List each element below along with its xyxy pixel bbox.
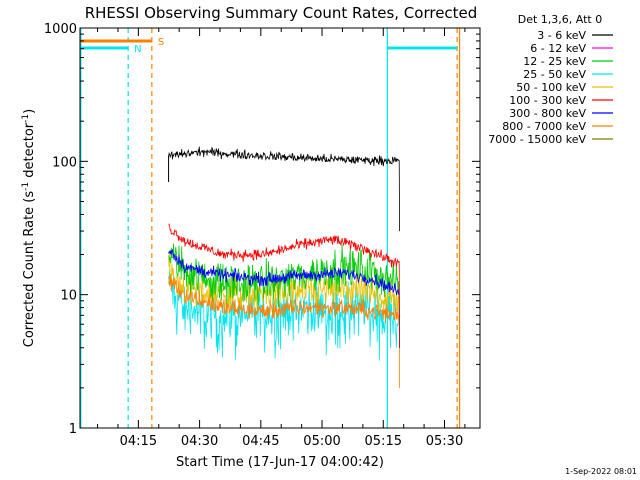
x-tick-label: 05:15 (365, 434, 402, 449)
saa-flag-label: S (158, 37, 164, 48)
axes: 04:15 04:30 04:45 05:00 05:15 05:30 1 10 100 1000 (44, 22, 480, 449)
y-tick-label: 10 (60, 289, 77, 304)
footer-date: 1-Sep-2022 08:01 (565, 467, 637, 476)
series-line-50-100-kev (168, 249, 400, 348)
night-flag-label: N (134, 44, 141, 55)
y-tick-label: 1000 (44, 22, 77, 37)
x-axis-label: Start Time (17-Jun-17 04:00:42) (176, 455, 384, 470)
legend-label: 6 - 12 keV (530, 42, 586, 55)
plot-frame (79, 27, 481, 429)
y-axis-label: Corrected Count Rate (s-1 detector-1) (21, 109, 37, 347)
legend-label: 12 - 25 keV (523, 55, 586, 68)
y-label-sup1: -1 (21, 182, 31, 191)
observing-flags: SN (80, 28, 461, 428)
legend-label: 3 - 6 keV (537, 29, 586, 42)
legend-label: 50 - 100 keV (516, 81, 586, 94)
legend-label: 7000 - 15000 keV (488, 133, 586, 146)
chart-title: RHESSI Observing Summary Count Rates, Co… (85, 4, 478, 22)
x-tick-label: 04:45 (242, 434, 279, 449)
y-tick-label: 1 (69, 422, 77, 437)
legend-label: 300 - 800 keV (509, 107, 586, 120)
legend-title: Det 1,3,6, Att 0 (518, 13, 602, 26)
series-line-3-6-kev (168, 146, 400, 232)
y-label-part3: ) (22, 109, 37, 114)
series-line-800-7000-kev (168, 274, 400, 388)
y-label-sup2: -1 (21, 114, 31, 123)
series-line-100-300-kev (168, 223, 400, 348)
y-label-part1: Corrected Count Rate (s (22, 191, 37, 348)
x-tick-label: 05:30 (426, 434, 463, 449)
x-tick-label: 04:30 (181, 434, 218, 449)
legend-label: 100 - 300 keV (509, 94, 586, 107)
legend-label: 25 - 50 keV (523, 68, 586, 81)
y-label-part2: detector (22, 122, 37, 182)
series-layer (168, 146, 400, 388)
legend-label: 800 - 7000 keV (502, 120, 586, 133)
y-tick-label: 100 (52, 155, 77, 170)
series-line-300-800-kev (168, 248, 400, 348)
x-tick-label: 05:00 (303, 434, 340, 449)
x-tick-label: 04:15 (120, 434, 157, 449)
